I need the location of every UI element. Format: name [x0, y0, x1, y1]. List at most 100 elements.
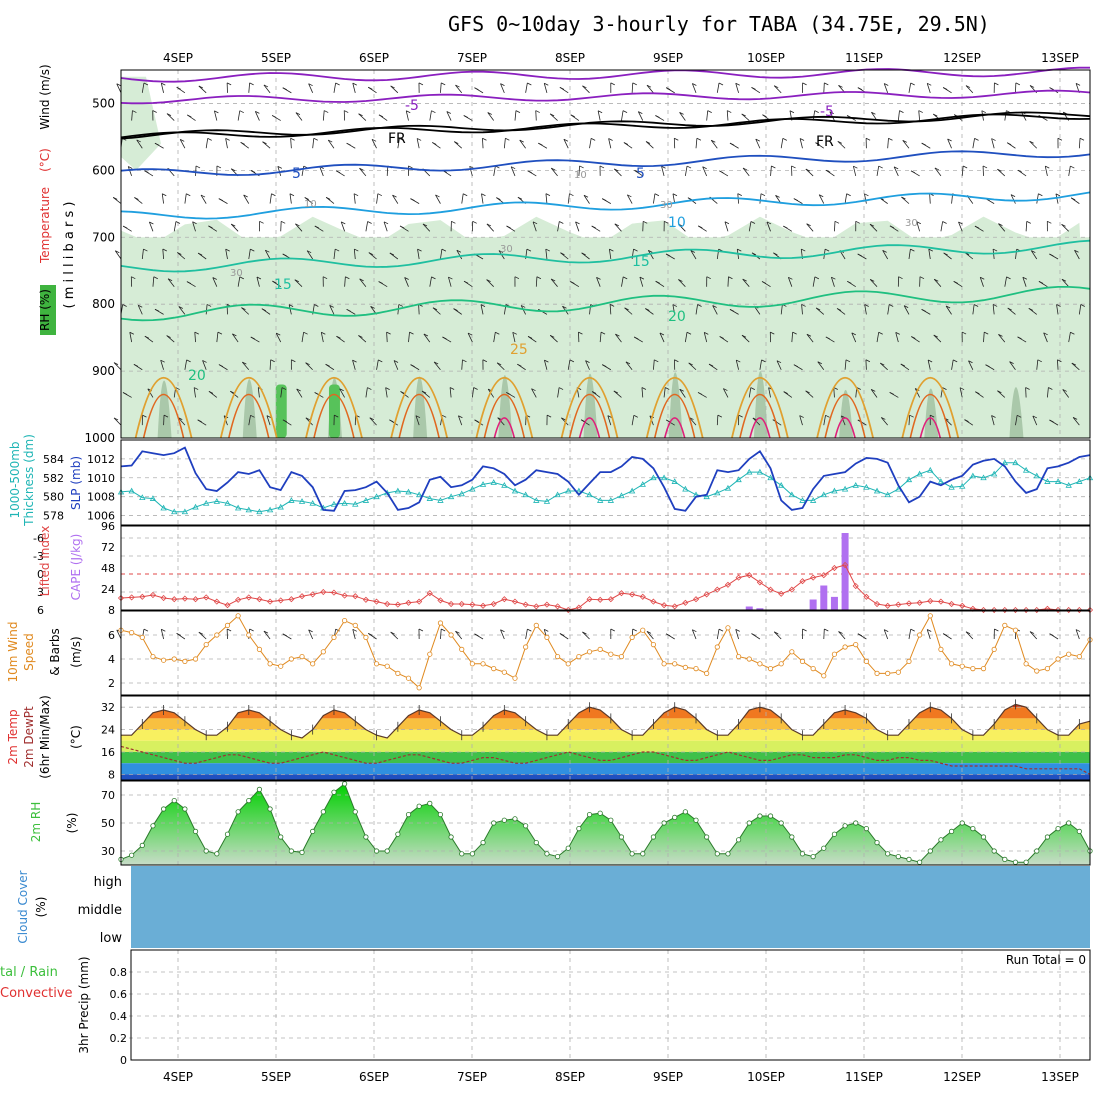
wind-barb	[467, 332, 473, 336]
wind-barb	[887, 304, 890, 315]
rh2m-marker	[565, 845, 571, 851]
wind-barb-10m	[965, 631, 974, 640]
wind-barb	[791, 165, 796, 169]
wind-barb	[271, 193, 276, 197]
thickness-marker	[714, 489, 721, 496]
wind-barb	[799, 138, 803, 149]
wind-barb	[992, 304, 998, 307]
lifted-index-marker	[810, 574, 817, 581]
isotherm-25	[134, 376, 193, 439]
lifted-index-marker	[320, 588, 327, 596]
isotherm-35	[919, 417, 942, 439]
thickness-marker	[309, 499, 316, 506]
cape-bar	[841, 533, 849, 610]
wind-barb	[225, 138, 230, 141]
wind-barb	[319, 166, 324, 177]
wind-barb	[659, 332, 665, 343]
wind-barb	[303, 331, 308, 335]
wind-barb	[352, 82, 357, 86]
wind10m-speed-marker	[980, 665, 987, 672]
wind-barb	[801, 248, 806, 252]
wind-barb	[378, 114, 384, 118]
thickness-marker	[330, 500, 338, 507]
wind-barb	[378, 281, 383, 284]
rh2m-marker	[459, 851, 465, 857]
rh2m-marker	[512, 816, 518, 822]
wind-barb	[741, 334, 750, 343]
wind-barb	[264, 249, 271, 260]
wind-barb	[788, 277, 793, 287]
wind-barb	[517, 363, 522, 367]
wind-barb	[506, 225, 511, 229]
x-tick-label-top: 13SEP	[1041, 51, 1079, 65]
wind-barb	[259, 220, 264, 224]
wind-barb	[869, 223, 875, 227]
thickness-marker	[639, 481, 646, 487]
wind-barb	[870, 279, 875, 282]
wind-barb	[806, 333, 812, 337]
wind-barb	[365, 387, 368, 398]
wind-barb	[927, 359, 933, 363]
wind-barb	[486, 279, 491, 283]
wind-barb	[929, 193, 931, 204]
wind-barb	[498, 250, 504, 253]
temp-color-band	[121, 774, 1090, 780]
thickness-marker	[213, 498, 221, 504]
wind-barb	[684, 332, 688, 343]
rh2m-marker	[874, 839, 880, 846]
wind-barb	[327, 139, 335, 149]
wind-barb	[965, 85, 971, 88]
rh2m-marker	[970, 825, 976, 832]
wind10m-speed-marker	[320, 649, 326, 655]
wind-barb-10m	[368, 633, 373, 636]
isotherm-25	[390, 376, 449, 439]
wind10m-speed-marker	[629, 634, 635, 641]
rh2m-marker	[224, 831, 231, 837]
isotherm-35	[663, 417, 686, 439]
wind-barb	[776, 360, 782, 364]
wind10m-speed-marker	[129, 629, 135, 636]
isotherm-30	[739, 393, 781, 439]
wind-barb	[998, 223, 1006, 232]
lifted-index-marker	[629, 591, 636, 598]
rh2m-marker	[235, 809, 241, 815]
wind-barb	[385, 387, 390, 390]
axis-label-cloud: Cloud Cover	[16, 870, 30, 943]
lifted-index-marker	[1076, 606, 1083, 614]
wind-barb	[898, 276, 903, 280]
wind-barb	[474, 419, 479, 423]
wind-barb	[266, 415, 272, 419]
wind-barb	[696, 137, 702, 141]
wind-barb	[510, 166, 516, 177]
axis-label-wind10m-speed: Speed	[22, 633, 36, 671]
lifted-index-marker	[128, 594, 135, 601]
wind10m-speed-marker	[1066, 651, 1072, 657]
wind-barb	[585, 360, 590, 370]
wind-barb	[149, 221, 154, 225]
wind-barb	[166, 335, 171, 338]
wind-barb	[138, 304, 143, 308]
wind-barb	[376, 359, 379, 370]
wind-barb	[961, 165, 964, 176]
wind-barb	[741, 113, 750, 121]
wind-barb	[1022, 276, 1028, 280]
wind-barb-10m	[559, 633, 565, 636]
wind-barb	[945, 305, 952, 315]
wind-barb	[633, 248, 638, 252]
slp-line	[120, 446, 1091, 512]
rh2m-marker	[1076, 828, 1082, 835]
wind-barb	[579, 165, 584, 169]
wind10m-speed-marker	[895, 669, 901, 675]
x-tick-label-top: 6SEP	[359, 51, 389, 65]
wind-barb	[296, 388, 303, 398]
wind-barb	[1009, 361, 1016, 371]
wind-barb	[314, 392, 319, 395]
wind-barb	[193, 387, 196, 398]
wind-barb	[137, 305, 143, 315]
y-tick-rh2m: 30	[101, 845, 115, 858]
wind-barb	[180, 139, 185, 142]
rh2m-marker	[586, 811, 593, 818]
wind-barb	[422, 223, 431, 232]
wind10m-speed-line	[120, 614, 1091, 689]
y-tick-temp2m: 8	[108, 768, 115, 781]
